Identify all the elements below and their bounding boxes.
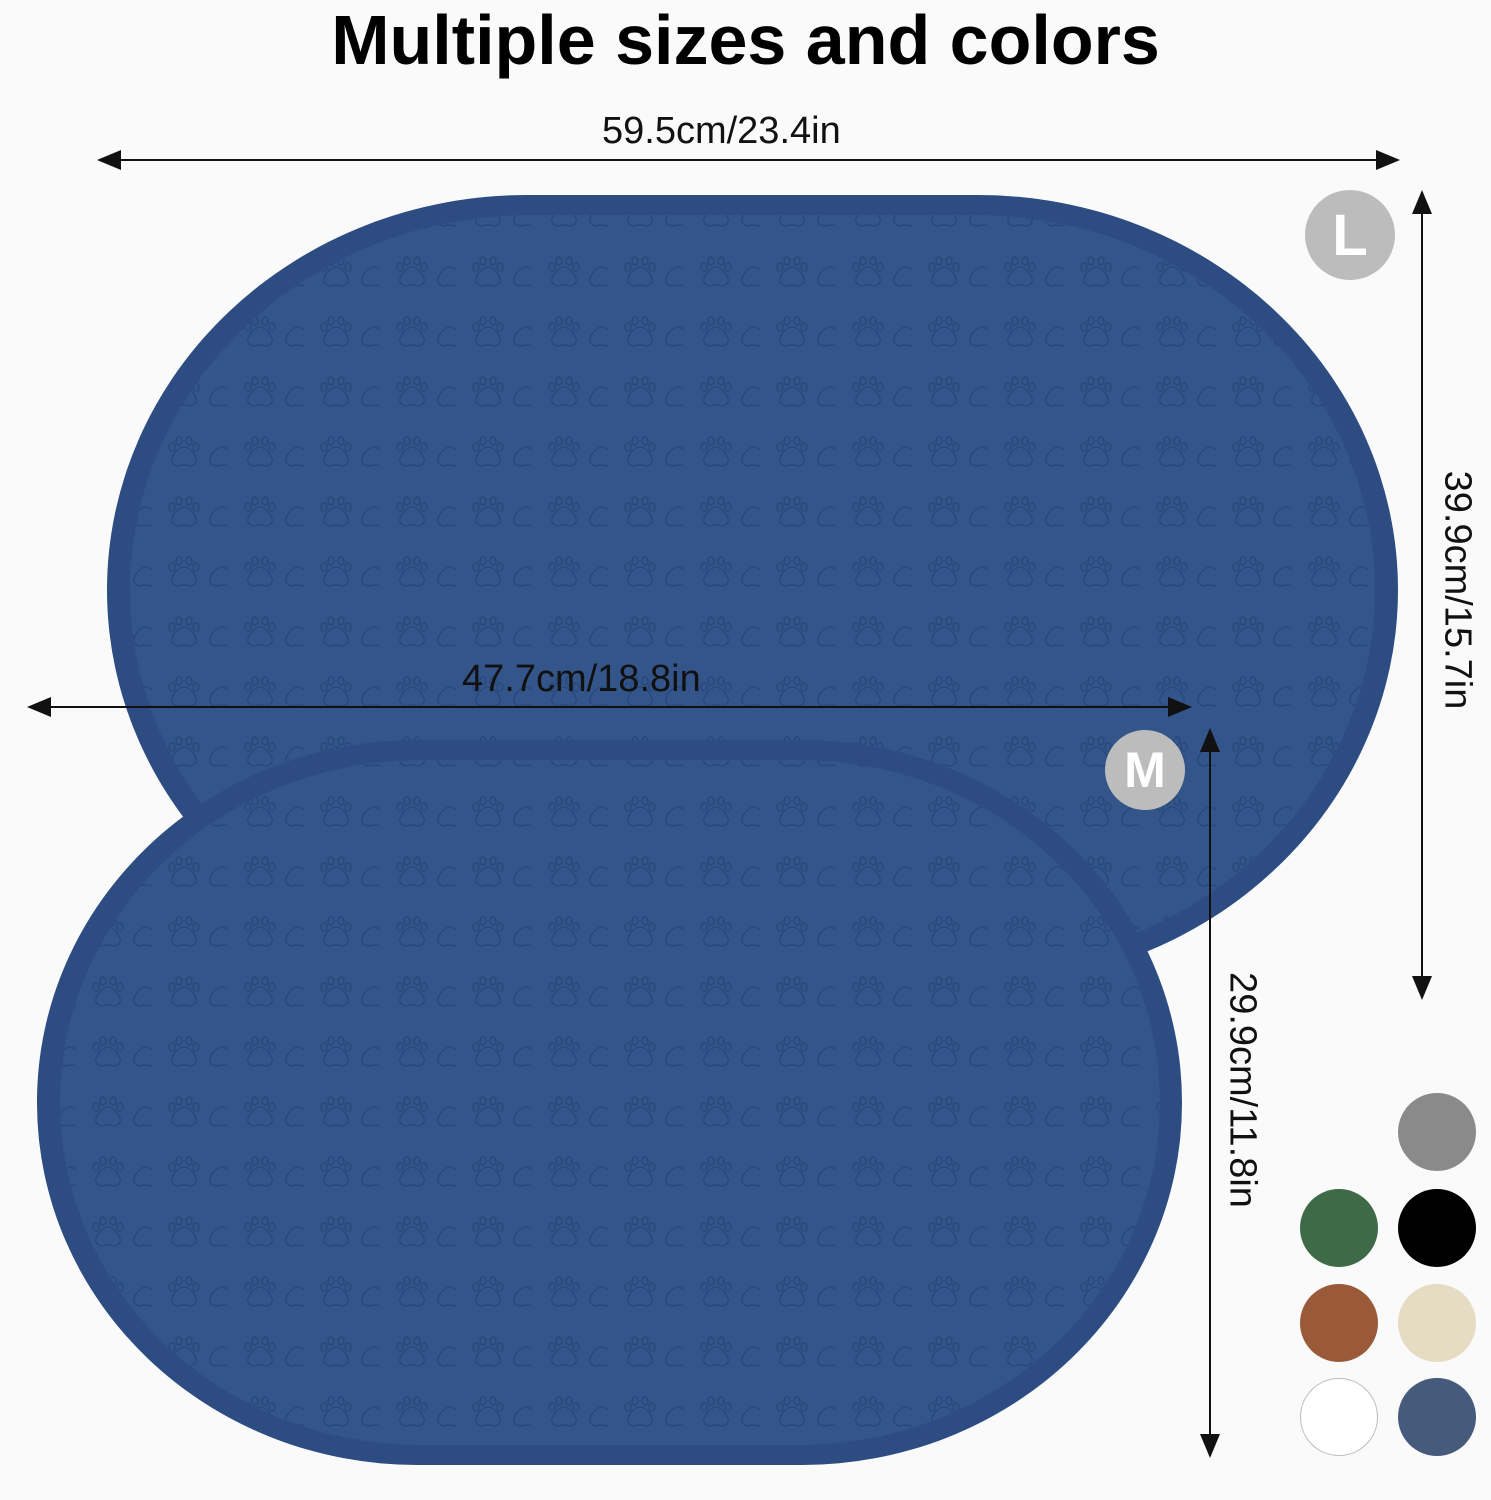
color-swatch-black (1398, 1189, 1476, 1267)
color-swatch-gray (1398, 1093, 1476, 1171)
large-width-label: 59.5cm/23.4in (602, 110, 841, 152)
large-height-label: 39.9cm/15.7in (1436, 470, 1479, 710)
color-swatch-brown (1300, 1284, 1378, 1362)
size-badge-large: L (1305, 190, 1395, 280)
page-title: Multiple sizes and colors (331, 1, 1160, 79)
size-badge-medium: M (1105, 730, 1185, 810)
color-swatch-white (1300, 1378, 1378, 1456)
medium-mat (37, 740, 1182, 1465)
medium-width-label: 47.7cm/18.8in (462, 658, 701, 700)
medium-height-label: 29.9cm/11.8in (1221, 972, 1264, 1208)
color-swatch-beige (1398, 1284, 1476, 1362)
color-swatch-green (1300, 1189, 1378, 1267)
color-swatch-navy (1398, 1378, 1476, 1456)
